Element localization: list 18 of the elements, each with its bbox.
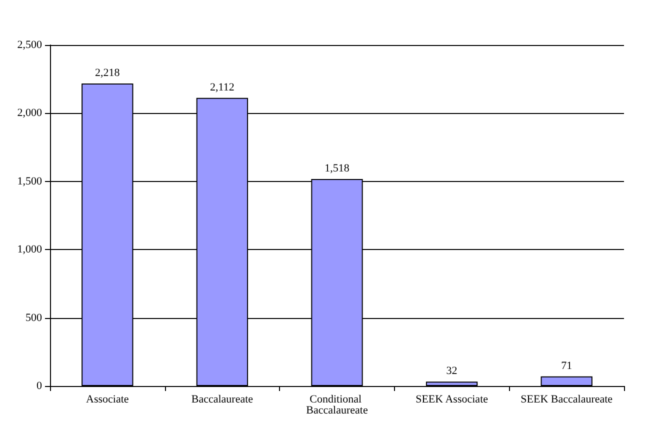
data-label: 2,218 (95, 66, 120, 79)
y-tick-label: 500 (26, 312, 42, 324)
x-tick-label: Conditional Baccalaureate (306, 394, 368, 416)
data-label: 71 (561, 360, 572, 372)
y-tick-label: 1,000 (17, 244, 42, 256)
data-label: 1,518 (324, 162, 350, 174)
x-tick-label: Associate (86, 394, 129, 406)
x-tick-label: SEEK Baccalaureate (520, 394, 613, 406)
y-tick-label: 2,000 (17, 107, 42, 120)
x-tick-label: Baccalaureate (191, 394, 254, 406)
y-tick-label: 1,500 (17, 175, 42, 188)
data-label: 32 (446, 365, 458, 378)
y-tick-label: 2,500 (17, 39, 42, 51)
bar (426, 382, 478, 386)
data-label: 2,112 (210, 81, 234, 94)
x-tick-label: SEEK Associate (416, 394, 488, 406)
bar (540, 376, 592, 386)
y-tick-label: 0 (36, 380, 42, 392)
